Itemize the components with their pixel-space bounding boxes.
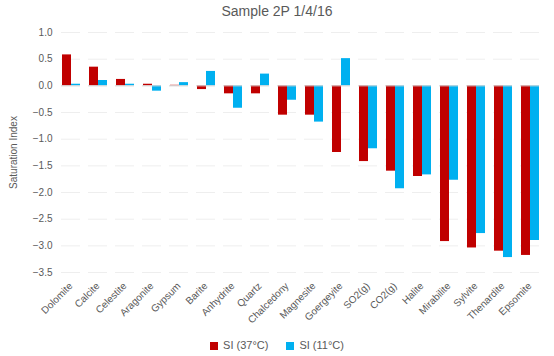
svg-text:0.5: 0.5 <box>39 53 53 64</box>
html-text:SI (11°C): SI (11°C) <box>299 339 344 351</box>
svg-text:Thenardite: Thenardite <box>465 280 507 322</box>
svg-text:Magnesite: Magnesite <box>277 280 318 321</box>
svg-text:Halite: Halite <box>399 280 426 307</box>
svg-text:−3.0: −3.0 <box>33 240 53 251</box>
svg-text:Barite: Barite <box>183 280 210 307</box>
svg-text:−3.5: −3.5 <box>33 267 53 278</box>
svg-text:0.0: 0.0 <box>39 80 53 91</box>
svg-text:−0.5: −0.5 <box>33 107 53 118</box>
svg-text:−2.5: −2.5 <box>33 213 53 224</box>
svg-text:Chalcedony: Chalcedony <box>245 280 291 326</box>
svg-text:Mirabilite: Mirabilite <box>417 280 453 316</box>
svg-text:CO2(g): CO2(g) <box>368 280 399 311</box>
svg-text:Goergeyite: Goergeyite <box>302 280 345 323</box>
svg-text:Anhydrite: Anhydrite <box>199 280 237 318</box>
svg-text:Celestite: Celestite <box>93 280 129 316</box>
svg-text:Epsomite: Epsomite <box>496 280 534 318</box>
svg-text:−1.0: −1.0 <box>33 133 53 144</box>
svg-text:−1.5: −1.5 <box>33 160 53 171</box>
html-text:SI (37°C): SI (37°C) <box>223 339 269 351</box>
svg-text:Sylvite: Sylvite <box>451 280 480 309</box>
svg-text:Calcite: Calcite <box>72 280 102 310</box>
html-text:Sample 2P 1/4/16: Sample 2P 1/4/16 <box>221 3 333 19</box>
svg-text:Dolomite: Dolomite <box>39 280 75 316</box>
svg-text:SO2(g): SO2(g) <box>341 280 372 311</box>
svg-text:Quartz: Quartz <box>234 280 264 310</box>
svg-text:Gypsum: Gypsum <box>149 280 183 314</box>
svg-text:Aragonite: Aragonite <box>118 280 156 318</box>
svg-text:Saturation Index: Saturation Index <box>8 116 19 189</box>
svg-text:−2.0: −2.0 <box>33 187 53 198</box>
svg-text:1.0: 1.0 <box>39 27 53 38</box>
